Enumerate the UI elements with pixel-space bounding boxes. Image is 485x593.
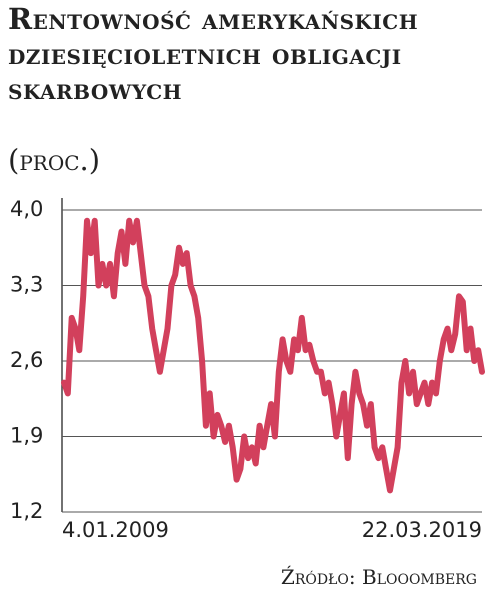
y-tick-label: 1,2	[10, 499, 43, 523]
y-tick-label: 3,3	[10, 273, 43, 297]
y-tick-label: 2,6	[10, 348, 43, 372]
chart-subtitle: (proc.)	[8, 143, 101, 177]
y-tick-label: 4,0	[10, 197, 43, 221]
source: Źródło: Blooomberg	[280, 565, 477, 589]
chart-title: Rentowność amerykańskich dziesięcioletni…	[8, 2, 419, 106]
y-tick-label: 1,9	[10, 424, 43, 448]
x-tick-label: 22.03.2019	[362, 518, 482, 542]
x-tick-label: 4.01.2009	[62, 518, 169, 542]
line	[61, 217, 485, 494]
